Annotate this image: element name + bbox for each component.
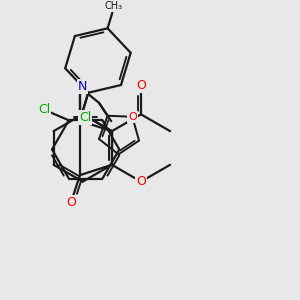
- Text: O: O: [128, 112, 137, 122]
- Text: Cl: Cl: [38, 103, 50, 116]
- Text: O: O: [136, 80, 146, 92]
- Text: O: O: [66, 196, 76, 209]
- Text: Cl: Cl: [79, 111, 92, 124]
- Text: O: O: [136, 175, 146, 188]
- Text: N: N: [77, 80, 87, 93]
- Text: CH₃: CH₃: [104, 2, 122, 11]
